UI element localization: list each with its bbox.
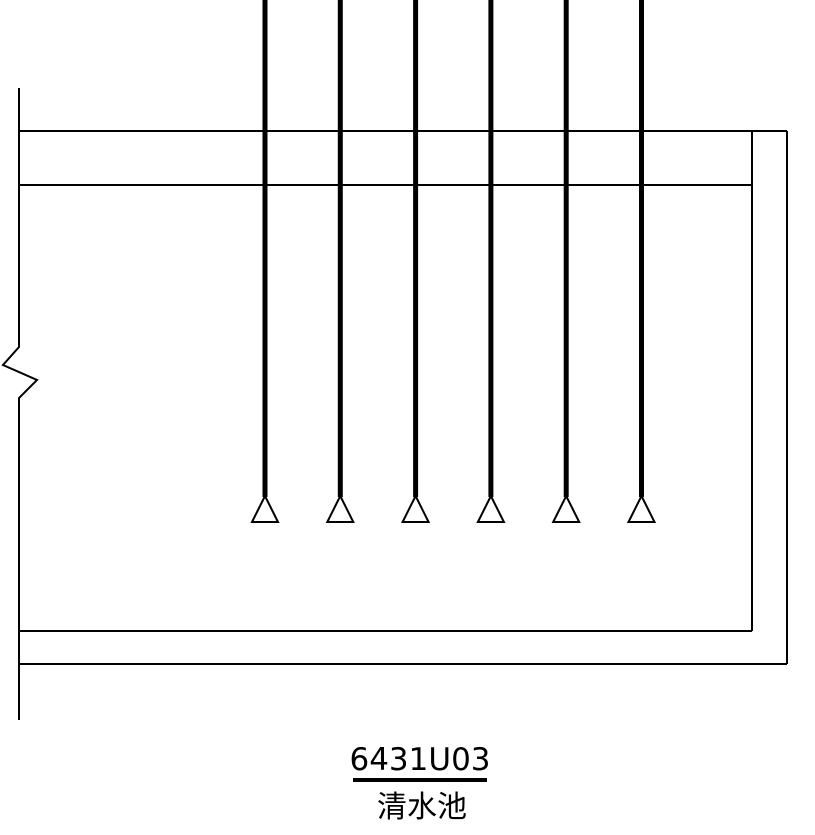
nozzle-3-icon (400, 493, 431, 523)
nozzle-2-icon (325, 493, 355, 523)
pipe-group (250, 0, 657, 523)
tag-name: 清水池 (377, 790, 467, 825)
nozzle-5-icon (551, 493, 581, 523)
nozzle-6-icon (626, 493, 657, 523)
left-break-line (1, 88, 39, 720)
nozzle-4-icon (476, 493, 506, 523)
tag-number: 6431U03 (349, 742, 490, 778)
nozzle-1-icon (250, 493, 280, 523)
